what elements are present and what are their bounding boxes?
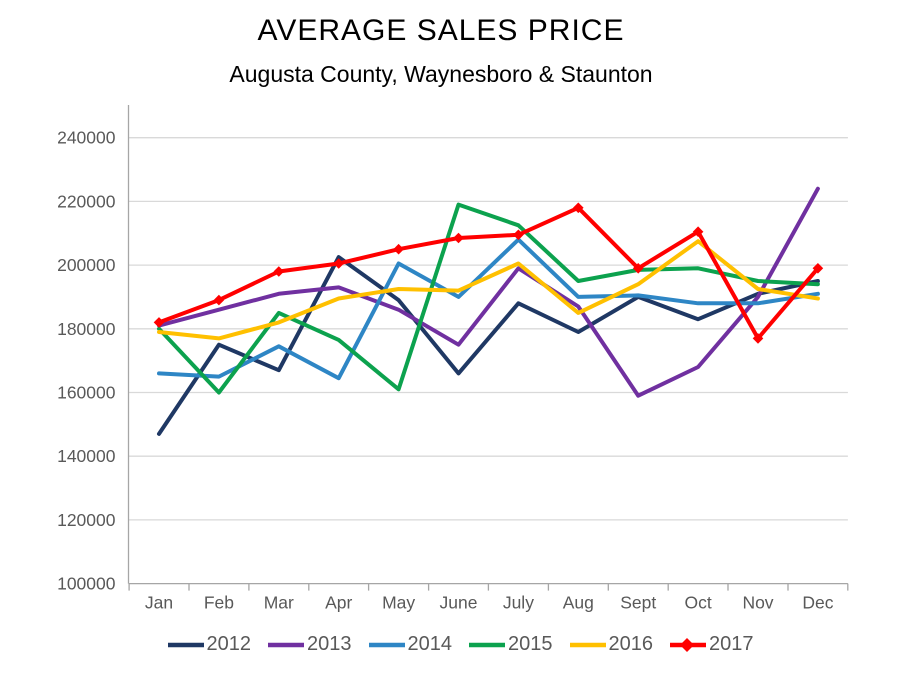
legend-label-2017: 2017: [709, 633, 754, 655]
legend-label-2013: 2013: [307, 633, 352, 655]
data-point-marker: [513, 229, 524, 241]
data-point-marker: [752, 333, 764, 344]
data-point-marker: [632, 263, 644, 274]
data-point-marker: [273, 266, 285, 277]
series-line-2017: [157, 205, 820, 341]
legend-swatch-2015: [469, 642, 505, 647]
x-tick-label: Sept: [620, 593, 656, 613]
legend-item-2015: 2015: [468, 633, 553, 656]
data-point-marker: [333, 258, 344, 269]
x-tick-label: July: [503, 593, 534, 613]
legend-label-2016: 2016: [608, 633, 654, 655]
legend-item-2012: 2012: [167, 633, 252, 656]
legend-label-2012: 2012: [206, 633, 252, 655]
data-point-marker: [213, 294, 225, 306]
series-line-2013: [157, 186, 820, 398]
legend-item-2014: 2014: [368, 633, 453, 656]
x-tick-label: Feb: [204, 593, 234, 613]
chart-header: AVERAGE SALES PRICE Augusta County, Wayn…: [0, 0, 882, 88]
legend-swatch-2016: [569, 642, 606, 647]
legend-swatch-2017: [670, 637, 706, 652]
legend: 2012 2013 2014 2015 2016 2017: [0, 633, 920, 656]
x-tick-label: Apr: [325, 593, 352, 613]
legend-swatch-2014: [368, 642, 405, 647]
legend-swatch-2012: [167, 642, 204, 647]
legend-swatch-2013: [268, 642, 304, 647]
data-point-marker: [153, 317, 165, 328]
y-tick-label: 120000: [57, 510, 116, 530]
y-tick-label: 200000: [57, 255, 116, 275]
y-tick-label: 240000: [57, 128, 116, 148]
series-line-2014: [157, 237, 820, 381]
chart-subtitle: Augusta County, Waynesboro & Staunton: [229, 61, 653, 87]
y-tick-label: 140000: [57, 446, 116, 466]
x-tick-label: Nov: [742, 593, 773, 613]
data-point-marker: [453, 232, 464, 244]
x-tick-label: Jan: [145, 593, 173, 613]
y-tick-label: 100000: [57, 574, 116, 594]
data-point-marker: [573, 202, 584, 214]
legend-item-2017: 2017: [669, 633, 754, 656]
x-tick-label: Aug: [563, 593, 594, 613]
y-tick-label: 220000: [57, 191, 116, 211]
series-line-2016: [157, 239, 820, 341]
y-tick-label: 180000: [57, 319, 116, 339]
x-tick-label: May: [382, 593, 415, 613]
data-point-marker: [692, 226, 704, 237]
x-tick-label: Mar: [264, 593, 294, 613]
legend-label-2015: 2015: [508, 633, 553, 655]
legend-label-2014: 2014: [407, 633, 453, 655]
x-tick-label: Oct: [684, 593, 711, 613]
legend-item-2016: 2016: [569, 633, 654, 656]
legend-item-2013: 2013: [267, 633, 352, 656]
data-point-marker: [393, 243, 404, 255]
x-tick-label: June: [440, 593, 478, 613]
data-point-marker: [812, 263, 824, 274]
legend-marker-diamond: [680, 637, 694, 652]
series-line-2012: [157, 255, 820, 436]
y-tick-label: 160000: [57, 383, 116, 403]
x-tick-label: Dec: [802, 593, 833, 613]
chart-title: AVERAGE SALES PRICE: [257, 14, 625, 47]
